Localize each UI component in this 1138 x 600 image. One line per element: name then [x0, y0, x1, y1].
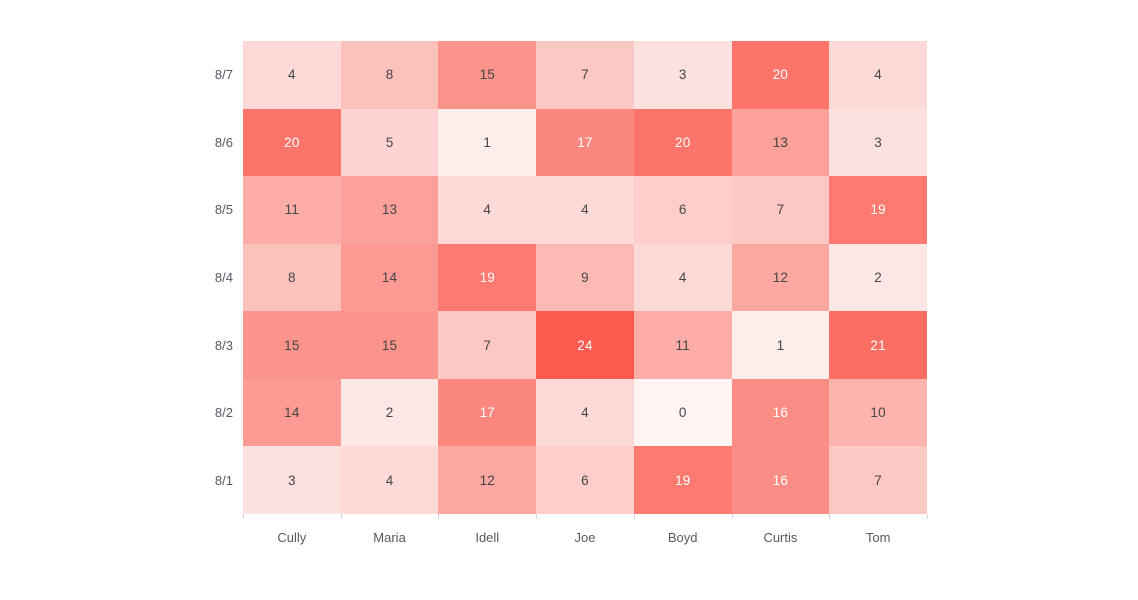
y-axis-label-8/3: 8/3 [214, 337, 233, 353]
x-axis-tick [634, 514, 635, 519]
x-axis-label-Idell: Idell [475, 529, 500, 545]
heatmap-cell-Curtis-8/4[interactable]: 12 [731, 243, 830, 312]
y-axis-label-8/5: 8/5 [214, 202, 233, 218]
heatmap-cell-Boyd-8/2[interactable]: 0 [633, 378, 732, 447]
heatmap-cell-Maria-8/3[interactable]: 15 [340, 311, 439, 379]
x-axis-label-Tom: Tom [865, 529, 891, 545]
heatmap-cell-Maria-8/1[interactable]: 4 [340, 446, 439, 514]
heatmap-cell-Curtis-8/5[interactable]: 7 [731, 176, 830, 244]
heatmap-cell-Cully-8/1[interactable]: 3 [243, 446, 341, 514]
x-axis-label-Joe: Joe [574, 529, 596, 545]
heatmap-cell-Boyd-8/1[interactable]: 19 [633, 446, 732, 514]
x-axis-tick [536, 514, 537, 519]
heatmap-cell-Boyd-8/3[interactable]: 11 [633, 311, 732, 379]
x-axis-labels: Cully Maria Idell Joe Boyd Curtis Tom [243, 526, 927, 548]
heatmap-cell-Joe-8/6[interactable]: 17 [536, 108, 634, 177]
heatmap-cell-Cully-8/4[interactable]: 8 [243, 243, 341, 312]
heatmap-cell-Tom-8/7[interactable]: 4 [829, 41, 927, 109]
x-axis-tick [438, 514, 439, 519]
heatmap-cell-Maria-8/5[interactable]: 13 [340, 176, 439, 244]
heatmap-cell-Curtis-8/6[interactable]: 13 [731, 108, 830, 177]
x-axis-tick [732, 514, 733, 519]
heatmap-cell-Joe-8/7[interactable]: 7 [536, 41, 634, 109]
heatmap-cell-Cully-8/7[interactable]: 4 [243, 41, 341, 109]
x-axis-tick [829, 514, 830, 519]
heatmap-cell-Cully-8/6[interactable]: 20 [243, 108, 341, 177]
x-axis-label-Cully: Cully [277, 529, 307, 545]
heatmap-cell-Tom-8/1[interactable]: 7 [829, 446, 927, 514]
heatmap-cell-Tom-8/5[interactable]: 19 [829, 176, 927, 244]
y-axis-label-8/6: 8/6 [214, 134, 233, 150]
y-axis-label-8/1: 8/1 [214, 472, 233, 488]
heatmap-cell-Cully-8/3[interactable]: 15 [243, 311, 341, 379]
heatmap-cell-Curtis-8/1[interactable]: 16 [731, 446, 830, 514]
y-axis-label-8/2: 8/2 [214, 405, 233, 421]
x-axis-label-Maria: Maria [373, 529, 406, 545]
heatmap-cell-Idell-8/3[interactable]: 7 [438, 311, 537, 379]
heatmap-cell-Idell-8/1[interactable]: 12 [438, 446, 537, 514]
heatmap-cell-Tom-8/6[interactable]: 3 [829, 108, 927, 177]
heatmap-cell-Curtis-8/3[interactable]: 1 [731, 311, 830, 379]
heatmap-cell-Joe-8/3[interactable]: 24 [536, 311, 634, 379]
x-axis-tick [927, 514, 928, 519]
heatmap-cell-Maria-8/2[interactable]: 2 [340, 378, 439, 447]
heatmap-cell-Boyd-8/7[interactable]: 3 [633, 41, 732, 109]
heatmap-cell-Joe-8/4[interactable]: 9 [536, 243, 634, 312]
y-axis-label-8/7: 8/7 [214, 67, 233, 83]
heatmap-cell-Cully-8/5[interactable]: 11 [243, 176, 341, 244]
x-axis-label-Curtis: Curtis [763, 529, 798, 545]
x-axis-tick [341, 514, 342, 519]
heatmap-cell-Tom-8/3[interactable]: 21 [829, 311, 927, 379]
x-axis-tick [243, 514, 244, 519]
heatmap-cell-Idell-8/7[interactable]: 15 [438, 41, 537, 109]
heatmap-cell-Maria-8/7[interactable]: 8 [340, 41, 439, 109]
heatmap-cell-Tom-8/2[interactable]: 10 [829, 378, 927, 447]
heatmap-cell-Joe-8/5[interactable]: 4 [536, 176, 634, 244]
heatmap-cell-Maria-8/6[interactable]: 5 [340, 108, 439, 177]
heatmap-cell-Idell-8/5[interactable]: 4 [438, 176, 537, 244]
heatmap-cell-Joe-8/2[interactable]: 4 [536, 378, 634, 447]
y-axis-label-8/4: 8/4 [214, 269, 233, 285]
heatmap-cell-Joe-8/1[interactable]: 6 [536, 446, 634, 514]
heatmap-cell-Idell-8/4[interactable]: 19 [438, 243, 537, 312]
heatmap-cell-Idell-8/2[interactable]: 17 [438, 378, 537, 447]
x-axis-label-Boyd: Boyd [667, 529, 698, 545]
heatmap-cell-Curtis-8/7[interactable]: 20 [731, 41, 830, 109]
heatmap-cell-Curtis-8/2[interactable]: 16 [731, 378, 830, 447]
heatmap-cell-Boyd-8/4[interactable]: 4 [633, 243, 732, 312]
heatmap-grid: 4 8 15 7 3 20 4 20 5 1 17 20 13 3 11 13 4 4 6 7 19 8 14 19 9 4 12 2… [243, 41, 927, 514]
heatmap-cell-Boyd-8/6[interactable]: 20 [633, 108, 732, 177]
heatmap-cell-Idell-8/6[interactable]: 1 [438, 108, 537, 177]
heatmap-cell-Boyd-8/5[interactable]: 6 [633, 176, 732, 244]
heatmap-cell-Maria-8/4[interactable]: 14 [340, 243, 439, 312]
y-axis-labels: 8/7 8/6 8/5 8/4 8/3 8/2 8/1 [0, 41, 233, 514]
heatmap-cell-Tom-8/4[interactable]: 2 [829, 243, 927, 312]
heatmap-cell-Cully-8/2[interactable]: 14 [243, 378, 341, 447]
